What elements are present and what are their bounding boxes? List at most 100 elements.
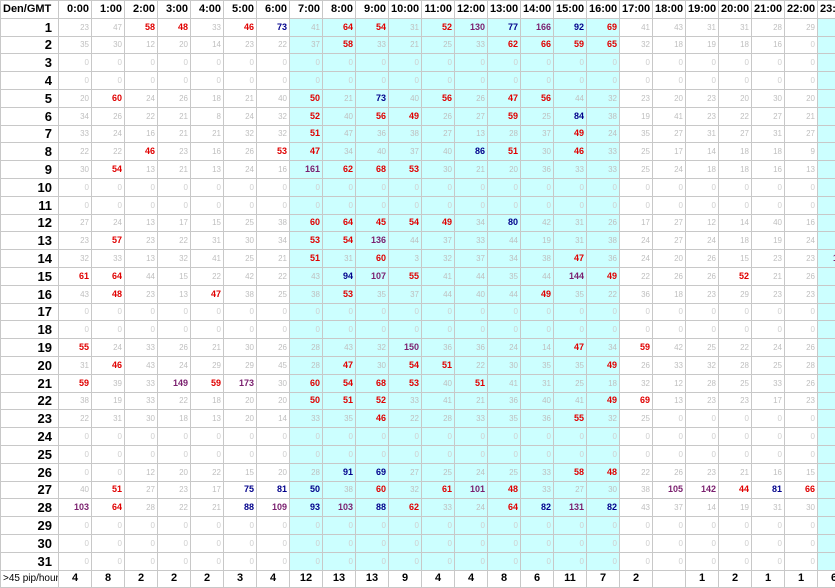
table-cell: 0 — [488, 178, 521, 196]
table-cell: 48 — [587, 463, 620, 481]
table-cell: 21 — [455, 161, 488, 179]
table-cell: 21 — [224, 89, 257, 107]
table-cell: 26 — [455, 89, 488, 107]
table-cell: 0 — [620, 552, 653, 570]
table-cell: 62 — [488, 36, 521, 54]
footer-count: 3 — [224, 570, 257, 588]
table-cell: 0 — [92, 517, 125, 535]
table-cell: 25 — [422, 463, 455, 481]
table-cell: 20 — [224, 410, 257, 428]
table-cell: 49 — [554, 125, 587, 143]
table-cell: 60 — [92, 89, 125, 107]
table-cell: 107 — [818, 250, 835, 268]
table-cell: 46 — [356, 410, 389, 428]
table-cell: 25 — [620, 143, 653, 161]
hour-header: 3:00 — [158, 1, 191, 19]
day-label: 11 — [1, 196, 59, 214]
table-cell: 34 — [587, 339, 620, 357]
table-cell: 26 — [92, 107, 125, 125]
table-cell: 0 — [587, 54, 620, 72]
table-cell: 44 — [488, 285, 521, 303]
table-cell: 0 — [653, 54, 686, 72]
day-label: 17 — [1, 303, 59, 321]
table-cell: 0 — [290, 178, 323, 196]
table-cell: 0 — [257, 72, 290, 90]
table-cell: 0 — [587, 178, 620, 196]
table-cell: 53 — [389, 374, 422, 392]
table-cell: 16 — [785, 214, 818, 232]
table-cell: 0 — [587, 72, 620, 90]
footer-count: 2 — [158, 570, 191, 588]
table-cell: 17 — [158, 214, 191, 232]
table-cell: 23 — [686, 463, 719, 481]
table-cell: 41 — [422, 392, 455, 410]
table-cell: 0 — [422, 552, 455, 570]
table-cell: 150 — [389, 339, 422, 357]
table-cell: 0 — [554, 428, 587, 446]
table-cell: 0 — [389, 321, 422, 339]
table-cell: 0 — [455, 445, 488, 463]
table-cell: 13 — [191, 410, 224, 428]
table-cell: 24 — [158, 356, 191, 374]
table-cell: 0 — [653, 428, 686, 446]
footer-label: >45 pip/hour — [1, 570, 59, 588]
table-cell: 41 — [653, 107, 686, 125]
table-cell: 62 — [389, 499, 422, 517]
table-cell: 0 — [323, 445, 356, 463]
table-cell: 35 — [488, 410, 521, 428]
table-cell: 0 — [620, 303, 653, 321]
table-cell: 33 — [92, 250, 125, 268]
table-cell: 0 — [125, 72, 158, 90]
table-cell: 51 — [92, 481, 125, 499]
table-cell: 27 — [422, 125, 455, 143]
table-row: 10000000000000000000000000 — [1, 178, 835, 196]
table-cell: 32 — [224, 125, 257, 143]
table-cell: 0 — [389, 428, 422, 446]
table-cell: 23 — [686, 107, 719, 125]
table-cell: 64 — [323, 18, 356, 36]
table-cell: 0 — [818, 552, 835, 570]
table-cell: 18 — [719, 143, 752, 161]
table-cell: 0 — [554, 445, 587, 463]
table-cell: 17 — [752, 392, 785, 410]
footer-count: 11 — [554, 570, 587, 588]
table-cell: 44 — [488, 232, 521, 250]
table-cell: 17 — [653, 143, 686, 161]
day-label: 21 — [1, 374, 59, 392]
table-cell: 43 — [620, 499, 653, 517]
table-cell: 44 — [422, 285, 455, 303]
table-cell: 31 — [323, 250, 356, 268]
table-cell: 0 — [488, 428, 521, 446]
table-cell: 0 — [521, 321, 554, 339]
table-cell: 24 — [92, 125, 125, 143]
table-cell: 0 — [356, 428, 389, 446]
table-cell: 149 — [158, 374, 191, 392]
table-cell: 56 — [422, 89, 455, 107]
table-cell: 0 — [323, 517, 356, 535]
table-cell: 0 — [389, 178, 422, 196]
table-cell: 0 — [389, 303, 422, 321]
table-cell: 32 — [257, 125, 290, 143]
table-cell: 0 — [356, 534, 389, 552]
table-cell: 28 — [686, 374, 719, 392]
table-cell: 0 — [389, 552, 422, 570]
table-cell: 30 — [224, 232, 257, 250]
table-cell: 0 — [125, 428, 158, 446]
table-cell: 12 — [653, 374, 686, 392]
table-cell: 38 — [389, 125, 422, 143]
table-cell: 0 — [785, 534, 818, 552]
table-cell: 0 — [356, 552, 389, 570]
table-cell: 41 — [422, 267, 455, 285]
table-cell: 43 — [59, 285, 92, 303]
table-cell: 59 — [191, 374, 224, 392]
footer-count: 12 — [290, 570, 323, 588]
table-cell: 31 — [752, 499, 785, 517]
table-cell: 0 — [158, 72, 191, 90]
table-cell: 64 — [323, 214, 356, 232]
table-cell: 21 — [785, 107, 818, 125]
